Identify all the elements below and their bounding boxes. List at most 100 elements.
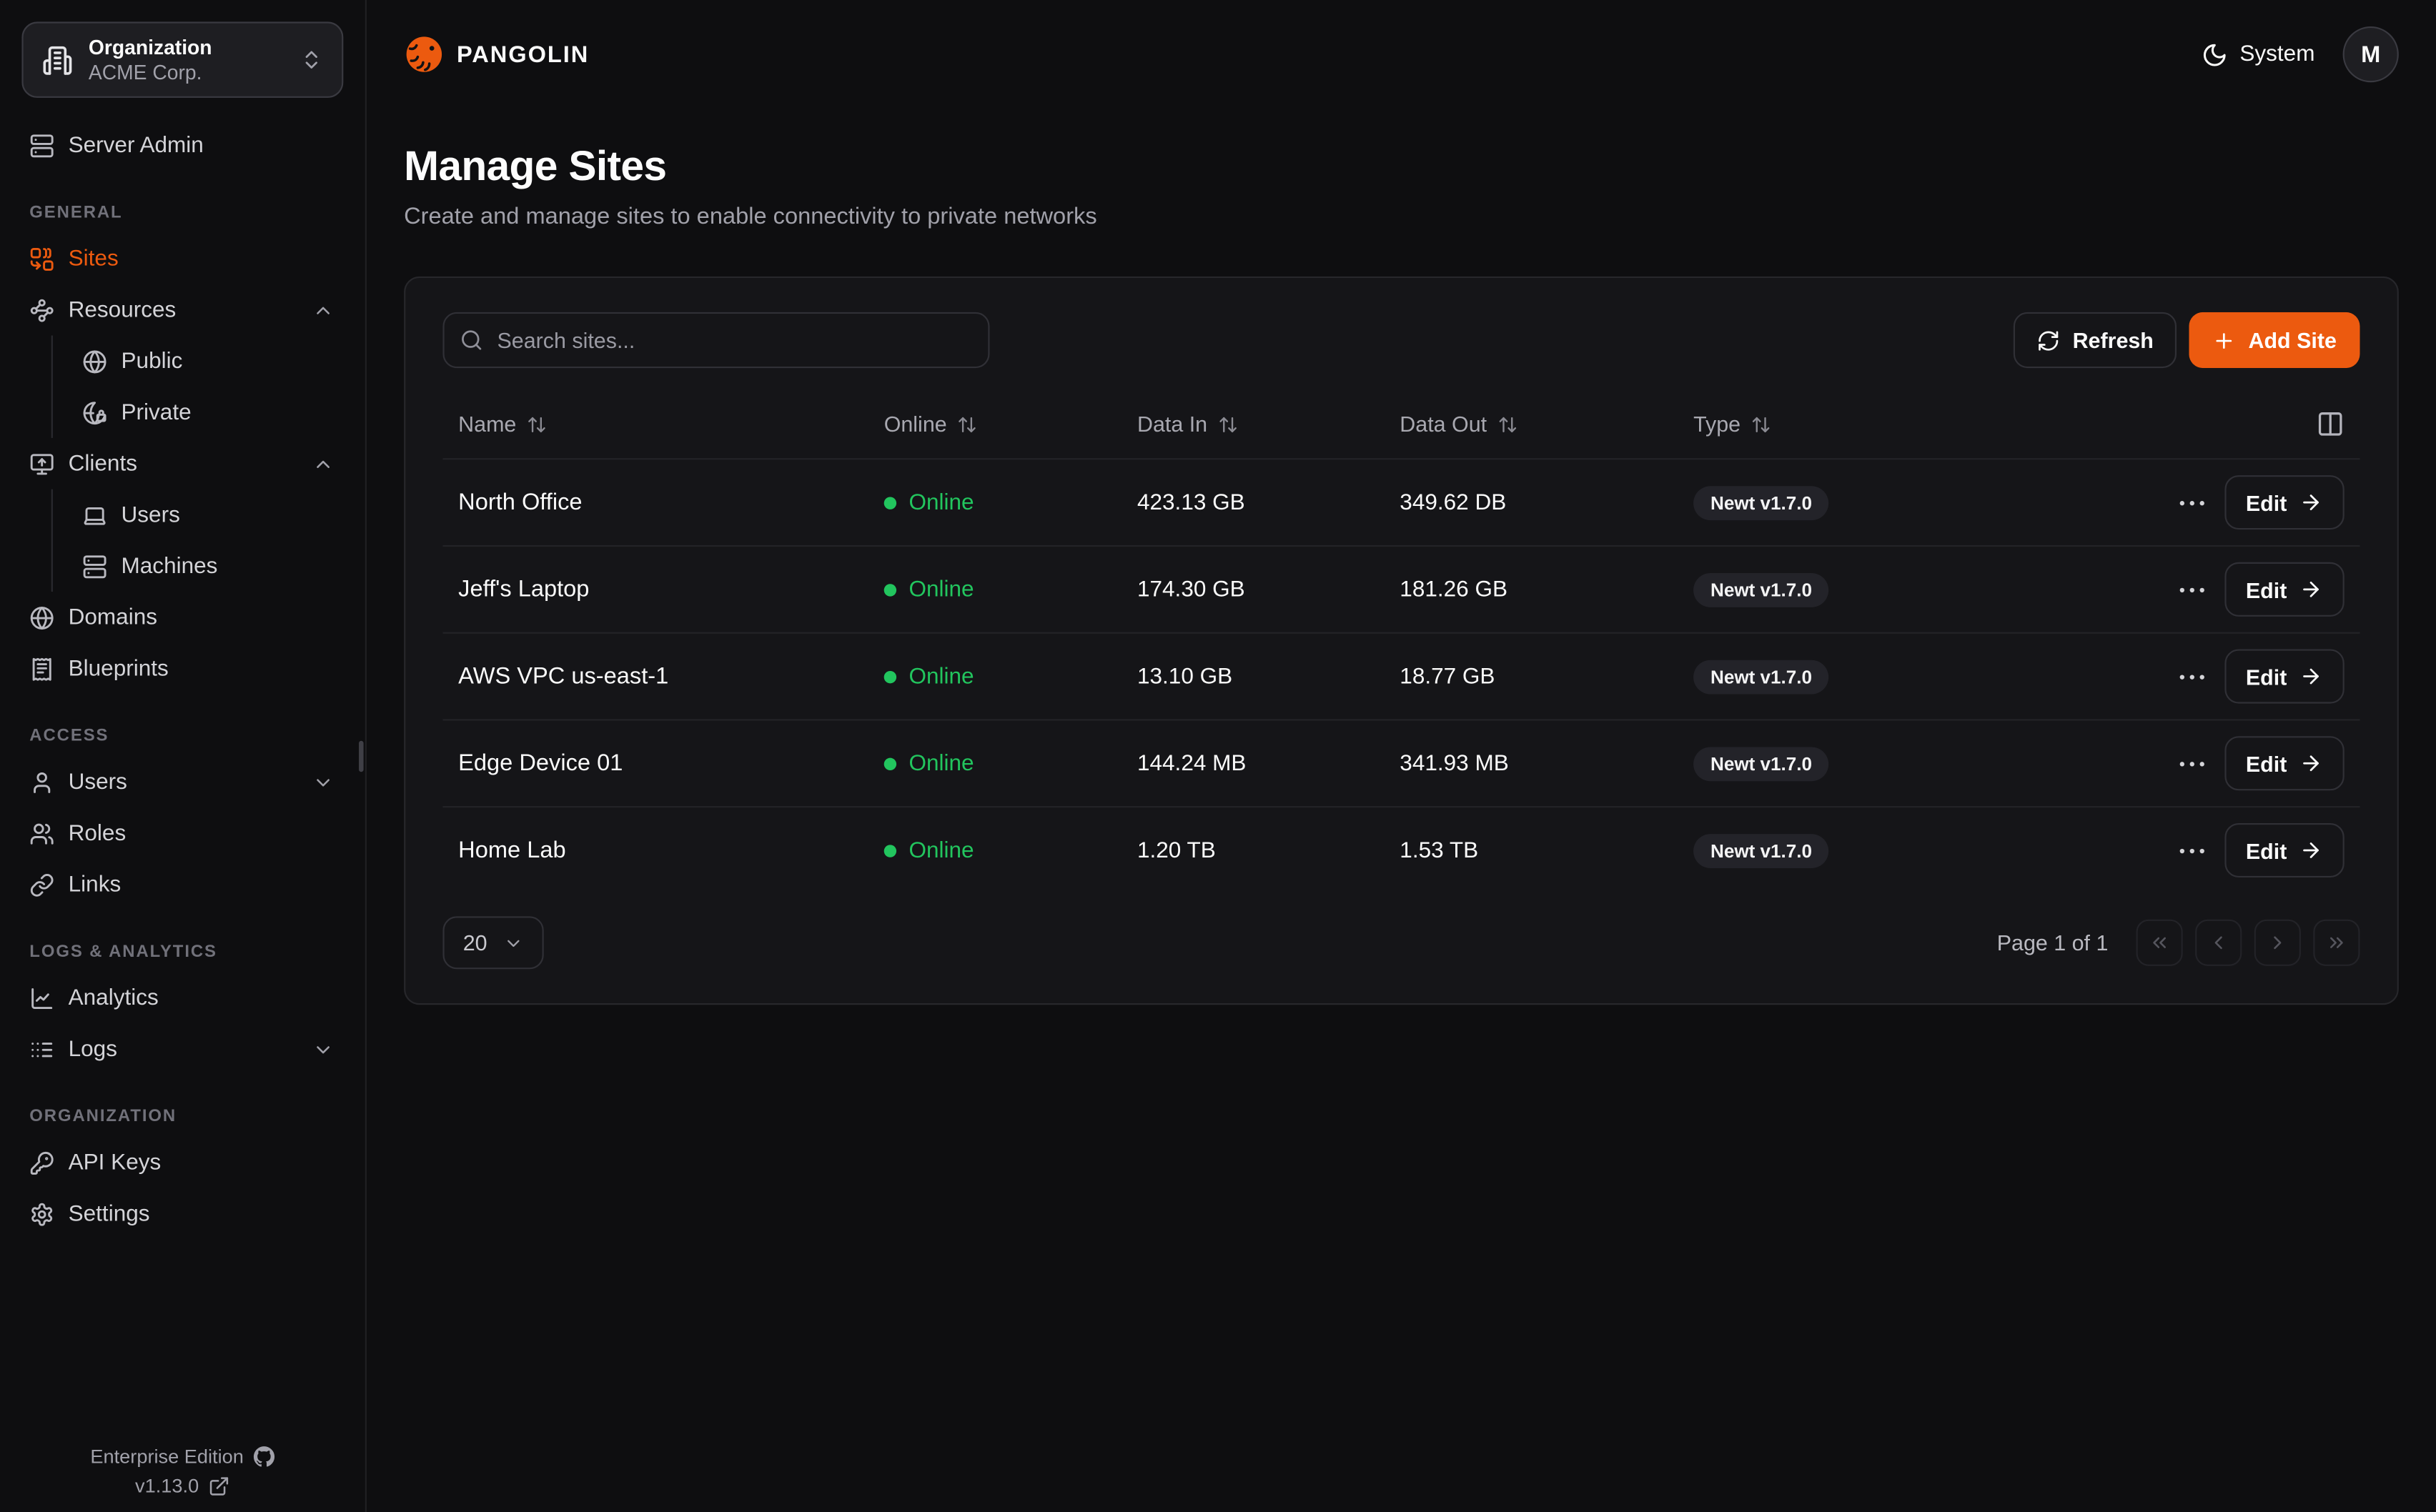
- data-out-value: 349.62 DB: [1400, 489, 1507, 515]
- page-title: Manage Sites: [404, 142, 667, 190]
- type-badge: Newt v1.7.0: [1693, 746, 1829, 781]
- sidebar-item-server-admin[interactable]: Server Admin: [21, 119, 343, 171]
- section-label-general: GENERAL: [29, 203, 123, 222]
- arrow-right-icon: [2299, 665, 2323, 688]
- key-icon: [29, 1150, 54, 1175]
- sidebar-item-analytics[interactable]: Analytics: [21, 973, 343, 1024]
- sidebar-item-label: Resources: [68, 297, 177, 322]
- column-header-online[interactable]: Online: [884, 412, 1137, 437]
- data-out-value: 1.53 TB: [1400, 837, 1479, 863]
- status-badge: Online: [883, 751, 1137, 776]
- sidebar-item-roles[interactable]: Roles: [21, 807, 343, 859]
- sidebar-item-label: API Keys: [68, 1150, 162, 1175]
- ellipsis-icon: [2174, 660, 2209, 694]
- ellipsis-icon: [2174, 833, 2209, 867]
- site-name: Edge Device 01: [458, 750, 623, 777]
- page-subtitle: Create and manage sites to enable connec…: [404, 203, 1097, 230]
- sidebar-item-label: Analytics: [68, 985, 159, 1010]
- sort-icon: [1218, 414, 1238, 434]
- pager-chevron-left-button[interactable]: [2195, 919, 2242, 966]
- row-menu-button[interactable]: [2174, 833, 2209, 867]
- main-content: PANGOLIN System M Manage Sites Create an…: [367, 0, 2436, 1512]
- avatar[interactable]: M: [2342, 26, 2399, 83]
- sidebar-item-public[interactable]: Public: [74, 335, 343, 387]
- github-icon[interactable]: [253, 1446, 274, 1467]
- brand: PANGOLIN: [404, 34, 589, 75]
- add-site-button[interactable]: Add Site: [2189, 312, 2360, 369]
- type-badge: Newt v1.7.0: [1693, 572, 1829, 607]
- online-dot-icon: [883, 670, 897, 683]
- type-badge: Newt v1.7.0: [1693, 659, 1829, 694]
- sites-table: Name Online Data In Data Out Type North Offi…: [405, 390, 2397, 893]
- pager-chevron-right-button[interactable]: [2254, 919, 2301, 966]
- chevron-up-icon: [312, 299, 334, 320]
- row-menu-button[interactable]: [2174, 572, 2209, 607]
- theme-toggle[interactable]: System: [2201, 41, 2314, 68]
- pager: [2136, 919, 2360, 966]
- chevron-right-icon: [2267, 932, 2288, 953]
- sidebar-item-links[interactable]: Links: [21, 859, 343, 910]
- edit-button[interactable]: Edit: [2224, 649, 2345, 704]
- sidebar-item-settings[interactable]: Settings: [21, 1188, 343, 1240]
- sidebar-item-users[interactable]: Users: [21, 756, 343, 807]
- pager-chevrons-right-button[interactable]: [2313, 919, 2360, 966]
- sidebar-item-domains[interactable]: Domains: [21, 592, 343, 643]
- online-dot-icon: [883, 844, 897, 857]
- search-wrap: [442, 312, 990, 369]
- sidebar-item-api-keys[interactable]: API Keys: [21, 1137, 343, 1188]
- globe-icon: [29, 605, 54, 630]
- sidebar-item-blueprints[interactable]: Blueprints: [21, 643, 343, 695]
- sidebar-scrollbar-thumb[interactable]: [359, 740, 364, 772]
- sidebar-item-label: Domains: [68, 605, 157, 630]
- page-size-select[interactable]: 20: [442, 916, 543, 970]
- row-menu-button[interactable]: [2174, 485, 2209, 519]
- site-name: AWS VPC us-east-1: [458, 663, 669, 690]
- column-header-data-in[interactable]: Data In: [1137, 412, 1400, 437]
- edit-button[interactable]: Edit: [2224, 475, 2345, 530]
- sidebar-item-private[interactable]: Private: [74, 387, 343, 438]
- server-icon: [82, 554, 107, 579]
- sort-icon: [1751, 414, 1771, 434]
- waypoints-icon: [29, 297, 54, 322]
- sidebar-item-sites[interactable]: Sites: [21, 233, 343, 284]
- column-header-name[interactable]: Name: [458, 412, 884, 437]
- column-header-type[interactable]: Type: [1693, 412, 2139, 437]
- sidebar-item-clients[interactable]: Clients: [21, 438, 343, 489]
- org-switcher[interactable]: Organization ACME Corp.: [21, 21, 344, 98]
- edit-button[interactable]: Edit: [2224, 562, 2345, 617]
- arrow-right-icon: [2299, 491, 2323, 514]
- pager-chevrons-left-button[interactable]: [2136, 919, 2183, 966]
- sidebar-item-label: Users: [68, 769, 127, 795]
- table-row-edge-device-01: Edge Device 01 Online 144.24 MB 341.93 MB Ne…: [442, 719, 2360, 806]
- edit-button[interactable]: Edit: [2224, 822, 2345, 878]
- chevrons-right-icon: [2326, 932, 2347, 953]
- edition-label: Enterprise Edition: [90, 1446, 244, 1468]
- data-out-value: 18.77 GB: [1400, 664, 1495, 689]
- chevron-down-icon: [312, 771, 334, 792]
- org-switcher-value: ACME Corp.: [88, 60, 202, 84]
- sidebar-item-machines[interactable]: Machines: [74, 540, 343, 592]
- arrow-right-icon: [2299, 839, 2323, 862]
- sub-list-clients: Users Machines: [51, 489, 344, 592]
- column-header-data-out[interactable]: Data Out: [1400, 412, 1693, 437]
- table-row-north-office: North Office Online 423.13 GB 349.62 DB Newt…: [442, 458, 2360, 545]
- refresh-button[interactable]: Refresh: [2013, 312, 2177, 369]
- sidebar-item-label: Links: [68, 872, 122, 897]
- sidebar-item-resources[interactable]: Resources: [21, 284, 343, 336]
- row-menu-button[interactable]: [2174, 660, 2209, 694]
- sidebar-item-label: Roles: [68, 820, 127, 846]
- row-menu-button[interactable]: [2174, 746, 2209, 780]
- toggle-columns-button[interactable]: [2317, 410, 2345, 438]
- sidebar-item-label: Machines: [121, 553, 218, 579]
- ellipsis-icon: [2174, 572, 2209, 607]
- sidebar-item-users[interactable]: Users: [74, 489, 343, 541]
- sidebar-item-logs[interactable]: Logs: [21, 1023, 343, 1075]
- data-in-value: 144.24 MB: [1137, 750, 1247, 776]
- edit-button[interactable]: Edit: [2224, 736, 2345, 791]
- sidebar-item-label: Sites: [68, 246, 119, 272]
- external-link-icon[interactable]: [208, 1476, 229, 1497]
- org-switcher-label: Organization: [88, 35, 212, 59]
- online-dot-icon: [883, 757, 897, 770]
- search-input[interactable]: [442, 312, 990, 369]
